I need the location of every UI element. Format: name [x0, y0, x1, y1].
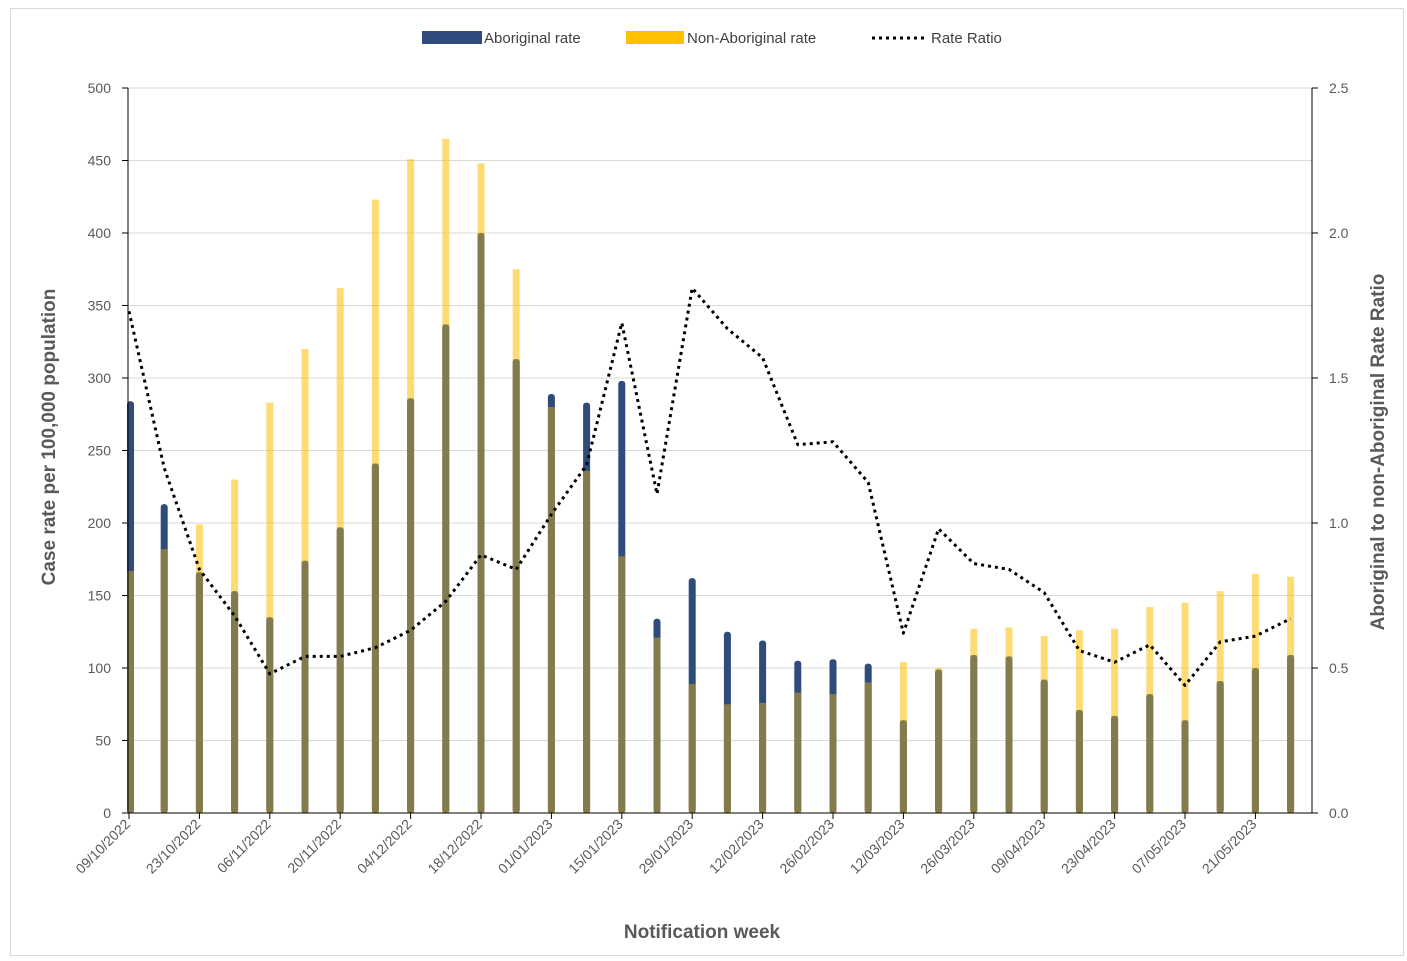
chart-frame — [10, 8, 1404, 956]
x-tick-label: 21/05/2023 — [1199, 816, 1260, 877]
x-tick-label: 09/10/2022 — [72, 816, 133, 877]
aboriginal-bars — [127, 233, 1295, 813]
overlap-bar — [301, 560, 309, 813]
y2-tick-label: 2.0 — [1329, 225, 1349, 241]
y2-tick-label: 0.0 — [1329, 805, 1349, 821]
y-tick-label: 50 — [95, 733, 111, 749]
overlap-bar — [477, 233, 485, 813]
x-tick-label: 20/11/2022 — [284, 816, 344, 876]
overlap-bar — [829, 694, 837, 813]
x-tick-label: 15/01/2023 — [565, 816, 626, 877]
y2-axis-title: Aboriginal to non-Aboriginal Rate Ratio — [1368, 274, 1389, 631]
overlap-bar — [266, 617, 274, 813]
x-tick-label: 23/04/2023 — [1058, 816, 1119, 877]
overlap-bar — [1005, 656, 1013, 813]
x-tick-label: 18/12/2022 — [424, 816, 485, 877]
overlap-bar — [371, 463, 379, 813]
y-tick-label: 350 — [88, 298, 112, 314]
y-tick-label: 100 — [88, 660, 112, 676]
y-tick-label: 300 — [88, 370, 112, 386]
y2-tick-label: 2.5 — [1329, 80, 1349, 96]
overlap-bar — [1251, 668, 1259, 813]
y-tick-label: 200 — [88, 515, 112, 531]
overlap-bar — [512, 359, 520, 813]
legend-swatch-non-aboriginal — [626, 31, 684, 44]
y2-tick-label: 1.5 — [1329, 370, 1349, 386]
y-tick-label: 0 — [103, 805, 111, 821]
x-tick-label: 26/03/2023 — [917, 816, 978, 877]
grid-lines — [122, 87, 1318, 814]
overlap-bar — [935, 669, 943, 813]
legend-swatch-aboriginal — [422, 31, 482, 44]
x-tick-label: 12/02/2023 — [706, 816, 767, 877]
overlap-bar — [442, 324, 450, 813]
right-axis-tick-labels: 0.0 0.5 1.0 1.5 2.0 2.5 — [1329, 80, 1349, 821]
overlap-bar — [899, 720, 907, 813]
x-axis-tick-labels: 09/10/2022 23/10/2022 06/11/2022 20/11/2022… — [72, 816, 1259, 877]
x-tick-label: 04/12/2022 — [354, 816, 415, 877]
overlap-bar — [336, 527, 344, 813]
overlap-bar — [547, 407, 555, 813]
legend-label-rate-ratio: Rate Ratio — [931, 30, 1002, 47]
overlap-bar — [864, 682, 872, 813]
overlap-bar — [1075, 710, 1083, 813]
overlap-bar — [1181, 720, 1189, 813]
legend-label-aboriginal: Aboriginal rate — [484, 30, 581, 47]
overlap-bar — [759, 702, 767, 813]
overlap-bar — [1111, 715, 1119, 813]
overlap-bar — [1040, 679, 1048, 813]
x-tick-label: 26/02/2023 — [776, 816, 837, 877]
overlap-bar — [127, 570, 134, 813]
y-axis-title: Case rate per 100,000 population — [39, 289, 60, 586]
y-tick-label: 450 — [88, 153, 112, 169]
overlap-bar — [1216, 681, 1224, 813]
legend-label-non-aboriginal: Non-Aboriginal rate — [687, 30, 816, 47]
rate-ratio-polyline — [127, 286, 1292, 687]
y-tick-label: 250 — [88, 443, 112, 459]
y-tick-label: 500 — [88, 80, 112, 96]
x-axis-title: Notification week — [624, 922, 781, 943]
x-tick-label: 12/03/2023 — [847, 816, 908, 877]
overlap-bar — [723, 704, 731, 813]
x-tick-label: 29/01/2023 — [635, 816, 696, 877]
overlap-bar — [653, 637, 661, 813]
overlap-bar — [618, 556, 626, 813]
x-tick-label: 01/01/2023 — [495, 816, 556, 877]
overlap-bar — [583, 470, 591, 813]
left-axis-tick-labels: 0 50 100 150 200 250 300 350 400 450 500 — [88, 80, 112, 821]
overlap-bar — [407, 398, 415, 813]
non-aboriginal-bar — [266, 402, 274, 813]
x-tick-label: 09/04/2023 — [987, 816, 1048, 877]
y-tick-label: 400 — [88, 225, 112, 241]
overlap-bar — [688, 683, 696, 813]
overlap-bar — [195, 572, 203, 813]
overlap-bar — [231, 591, 239, 813]
axes — [127, 88, 1313, 819]
legend: Aboriginal rate Non-Aboriginal rate Rate… — [422, 30, 1002, 47]
overlap-bar — [794, 692, 802, 813]
x-tick-label: 06/11/2022 — [214, 816, 274, 876]
y2-tick-label: 0.5 — [1329, 660, 1349, 676]
overlap-bar — [160, 549, 168, 813]
rate-ratio-line — [127, 286, 1292, 687]
x-tick-label: 23/10/2022 — [143, 816, 204, 877]
non-aboriginal-bar — [1181, 602, 1189, 813]
overlap-bar — [970, 654, 978, 813]
y2-tick-label: 1.0 — [1329, 515, 1349, 531]
y-tick-label: 150 — [88, 588, 112, 604]
x-tick-label: 07/05/2023 — [1128, 816, 1189, 877]
overlap-bar — [1287, 654, 1295, 813]
overlap-bar — [1146, 694, 1154, 813]
